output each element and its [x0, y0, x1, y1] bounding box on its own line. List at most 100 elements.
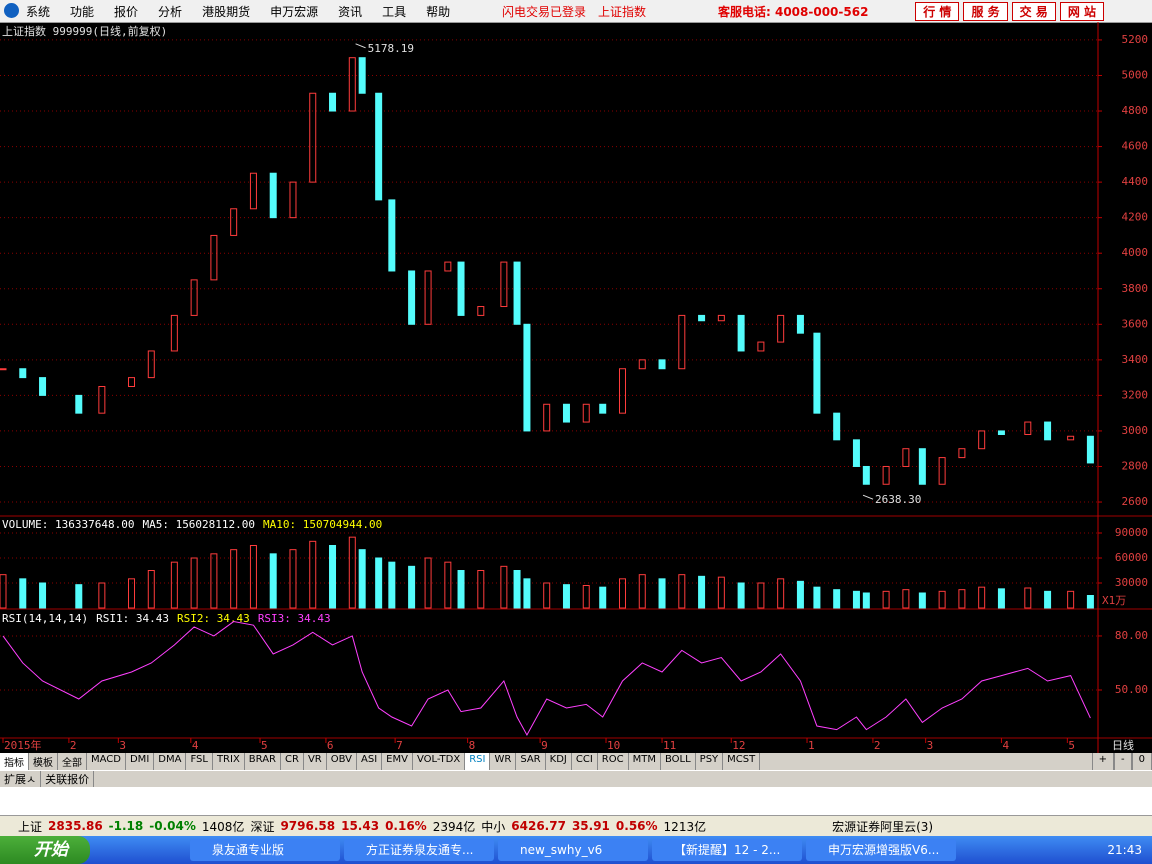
candle — [599, 403, 607, 414]
y-tick-label: 90000 — [1115, 526, 1148, 539]
candle — [230, 208, 238, 236]
indicator-tab[interactable]: BRAR — [245, 753, 281, 770]
task-window[interactable]: 泉友通专业版 — [190, 839, 340, 861]
indicator-tab[interactable]: KDJ — [546, 753, 572, 770]
volume-bar — [19, 578, 27, 609]
start-button[interactable]: 开始 — [0, 836, 90, 864]
rsi-line — [2, 621, 1091, 737]
candle — [269, 172, 277, 219]
y-tick-label: 2600 — [1122, 495, 1149, 508]
top-button[interactable]: 交 易 — [1011, 2, 1056, 21]
menu-item[interactable]: 资讯 — [338, 5, 363, 19]
candle — [0, 368, 7, 371]
x-tick-label: 12 — [732, 739, 745, 752]
indicator-tab[interactable]: 指标 — [0, 753, 29, 770]
status-item: 1408亿 — [201, 819, 245, 834]
menu-item[interactable]: 工具 — [382, 5, 407, 19]
top-button[interactable]: 行 情 — [915, 2, 960, 21]
candle — [98, 386, 106, 414]
top-button[interactable]: 网 站 — [1059, 2, 1104, 21]
indicator-tab[interactable]: VR — [304, 753, 327, 770]
candle — [329, 92, 337, 112]
candle — [457, 261, 465, 316]
volume-bar — [618, 578, 626, 609]
volume-bar — [902, 589, 910, 609]
menu-item[interactable]: 分析 — [158, 5, 183, 19]
candle — [813, 332, 821, 414]
menu-item[interactable]: 功能 — [70, 5, 95, 19]
volume-bar — [98, 582, 106, 609]
y-tick-label: 4200 — [1122, 211, 1149, 224]
candle — [513, 261, 521, 325]
indicator-tab[interactable]: MACD — [87, 753, 126, 770]
indicator-tab[interactable]: VOL-TDX — [413, 753, 466, 770]
volume-bar — [348, 536, 356, 609]
menu-items: 系统 功能 报价 分析 港股期货 申万宏源 资讯 工具 帮助 — [26, 3, 450, 20]
hotline: 客服电话: 4008-000-562 — [718, 5, 869, 19]
volume-bar — [128, 578, 136, 609]
indicator-tab[interactable]: MTM — [629, 753, 661, 770]
candle — [833, 412, 841, 441]
zoom-button[interactable]: + — [1091, 753, 1115, 770]
candle — [958, 448, 966, 459]
task-window[interactable]: 方正证券泉友通专... — [344, 839, 494, 861]
candle — [737, 314, 745, 352]
zoom-button[interactable]: - — [1114, 753, 1132, 770]
menu-bar: 系统 功能 报价 分析 港股期货 申万宏源 资讯 工具 帮助 闪电交易已登录 上证指数 客服电话… — [0, 0, 1152, 23]
volume-bar — [813, 586, 821, 609]
indicator-tab[interactable]: OBV — [327, 753, 357, 770]
indicator-tab[interactable]: RSI — [465, 753, 491, 770]
volume-bar — [39, 582, 47, 609]
annotation: 2638.30 — [875, 493, 921, 506]
indicator-tab[interactable]: SAR — [516, 753, 546, 770]
extra-tab[interactable]: 扩展ㅅ — [0, 771, 42, 787]
candle — [477, 306, 485, 316]
volume-bar — [717, 576, 725, 609]
candle — [777, 314, 785, 343]
indicator-tab[interactable]: FSL — [186, 753, 213, 770]
indicator-tab[interactable]: TRIX — [213, 753, 245, 770]
indicator-tab[interactable]: 模板 — [29, 753, 58, 770]
menu-item[interactable]: 申万宏源 — [270, 5, 319, 19]
x-tick-label: 5 — [1068, 739, 1075, 752]
menu-item[interactable]: 系统 — [26, 5, 51, 19]
indicator-tab[interactable]: PSY — [696, 753, 724, 770]
candle — [658, 359, 666, 370]
candle — [862, 465, 870, 485]
extra-tab[interactable]: 关联报价 — [41, 771, 95, 787]
current-index[interactable]: 上证指数 — [598, 5, 647, 19]
status-item: 2835.86 — [48, 819, 103, 833]
indicator-tab[interactable]: DMA — [154, 753, 187, 770]
indicator-tab[interactable]: DMI — [126, 753, 155, 770]
y-tick-label: 4000 — [1122, 246, 1149, 259]
candle — [852, 439, 860, 467]
menu-item[interactable]: 港股期货 — [202, 5, 251, 19]
volume-bar — [147, 570, 155, 609]
task-window[interactable]: 申万宏源增强版V6... — [806, 839, 956, 861]
annotation-pointer — [862, 494, 874, 500]
indicator-tab[interactable]: BOLL — [661, 753, 696, 770]
y-tick-label: 4400 — [1122, 175, 1149, 188]
x-tick-label: 8 — [469, 739, 476, 752]
volume-bar — [269, 553, 277, 609]
zoom-button[interactable]: 0 — [1131, 753, 1152, 770]
indicator-tab[interactable]: EMV — [382, 753, 413, 770]
task-window[interactable]: new_swhy_v6 — [498, 839, 648, 861]
menu-item[interactable]: 报价 — [114, 5, 139, 19]
status-item: 0.16% — [385, 819, 427, 833]
task-window[interactable]: 【新提醒】12 - 2... — [652, 839, 802, 861]
indicator-tab[interactable]: ROC — [598, 753, 629, 770]
x-tick-label: 2 — [874, 739, 881, 752]
legend-item: RSI1: 34.43 — [96, 612, 169, 625]
indicator-tab[interactable]: CCI — [572, 753, 598, 770]
indicator-tab[interactable]: MCST — [723, 753, 761, 770]
indicator-tab[interactable]: CR — [281, 753, 304, 770]
indicator-tab[interactable]: 全部 — [58, 753, 87, 770]
top-button[interactable]: 服 务 — [963, 2, 1008, 21]
menu-item[interactable]: 帮助 — [426, 5, 451, 19]
volume-bar — [210, 553, 218, 609]
indicator-tab[interactable]: ASI — [357, 753, 383, 770]
volume-bar — [582, 585, 590, 609]
indicator-tab[interactable]: WR — [490, 753, 517, 770]
volume-bar — [658, 578, 666, 609]
